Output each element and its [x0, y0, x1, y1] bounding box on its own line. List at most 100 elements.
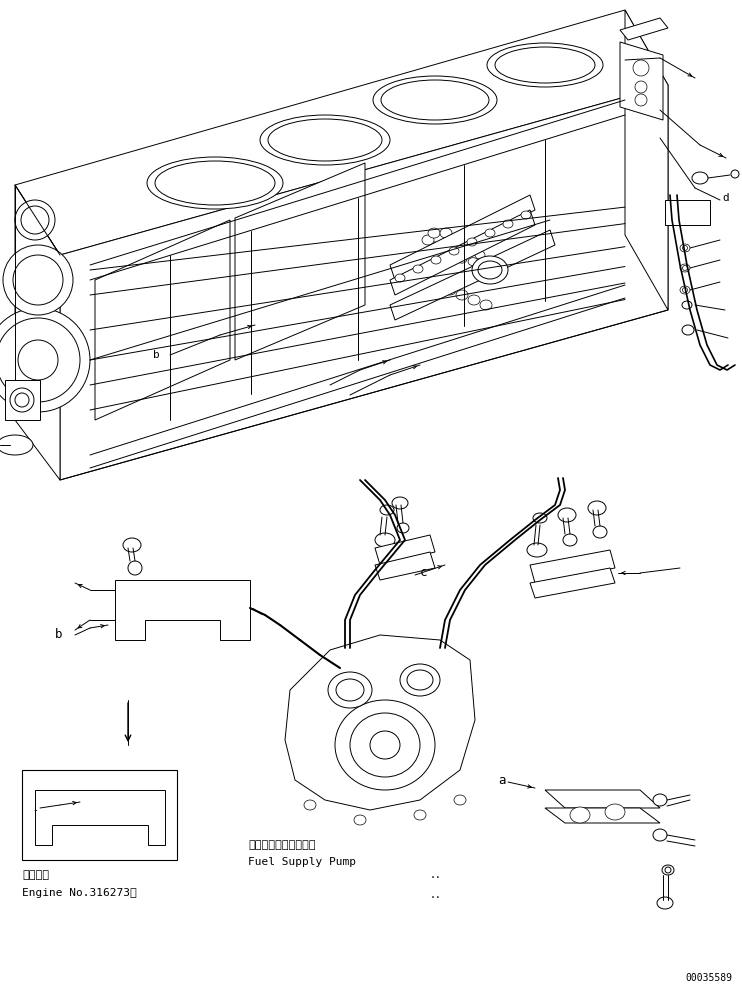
Ellipse shape — [682, 301, 692, 309]
Ellipse shape — [0, 318, 80, 402]
Ellipse shape — [467, 238, 477, 246]
Polygon shape — [530, 568, 615, 598]
Ellipse shape — [413, 265, 423, 273]
Ellipse shape — [731, 170, 739, 178]
Ellipse shape — [431, 256, 441, 264]
Ellipse shape — [268, 119, 382, 161]
Ellipse shape — [428, 228, 440, 238]
Ellipse shape — [3, 245, 73, 315]
Ellipse shape — [123, 538, 141, 552]
Ellipse shape — [653, 794, 667, 806]
Text: フェルサプライボンプ: フェルサプライボンプ — [248, 840, 315, 850]
Polygon shape — [390, 230, 555, 320]
Ellipse shape — [605, 804, 625, 820]
Polygon shape — [390, 195, 535, 280]
Ellipse shape — [454, 795, 466, 805]
Ellipse shape — [472, 256, 508, 284]
Ellipse shape — [680, 264, 690, 272]
Ellipse shape — [446, 235, 458, 245]
Polygon shape — [545, 790, 660, 808]
Ellipse shape — [657, 897, 673, 909]
Polygon shape — [375, 552, 435, 580]
Ellipse shape — [533, 513, 547, 523]
Ellipse shape — [653, 829, 667, 841]
Ellipse shape — [400, 664, 440, 696]
Ellipse shape — [527, 543, 547, 557]
Ellipse shape — [304, 800, 316, 810]
Ellipse shape — [468, 258, 478, 266]
Ellipse shape — [635, 94, 647, 106]
Ellipse shape — [683, 265, 688, 271]
Ellipse shape — [495, 47, 595, 83]
Text: a: a — [498, 773, 505, 786]
Ellipse shape — [147, 157, 283, 209]
Ellipse shape — [336, 679, 364, 701]
Ellipse shape — [0, 435, 33, 455]
Ellipse shape — [588, 501, 606, 515]
Ellipse shape — [350, 713, 420, 777]
Ellipse shape — [468, 295, 480, 305]
Ellipse shape — [503, 220, 513, 228]
Polygon shape — [5, 380, 40, 420]
Polygon shape — [390, 210, 535, 295]
Text: b: b — [55, 628, 62, 642]
Ellipse shape — [414, 810, 426, 820]
Ellipse shape — [370, 731, 400, 759]
Ellipse shape — [155, 161, 275, 205]
Ellipse shape — [335, 700, 435, 790]
Ellipse shape — [381, 80, 489, 120]
Polygon shape — [115, 580, 250, 640]
Ellipse shape — [397, 523, 409, 533]
Ellipse shape — [440, 228, 452, 238]
Bar — [22, 770, 177, 860]
Polygon shape — [545, 808, 660, 823]
Ellipse shape — [21, 206, 49, 234]
Ellipse shape — [665, 867, 671, 873]
Ellipse shape — [635, 81, 647, 93]
Text: ..: .. — [430, 870, 441, 880]
Text: c: c — [420, 566, 427, 579]
Polygon shape — [285, 635, 475, 810]
Ellipse shape — [487, 43, 603, 87]
Ellipse shape — [13, 255, 63, 305]
Polygon shape — [620, 42, 663, 120]
Ellipse shape — [683, 288, 688, 293]
Polygon shape — [665, 200, 710, 225]
Ellipse shape — [373, 76, 497, 124]
Polygon shape — [375, 535, 435, 565]
Ellipse shape — [593, 526, 607, 538]
Text: ..: .. — [430, 890, 441, 900]
Ellipse shape — [18, 340, 58, 380]
Ellipse shape — [680, 286, 690, 294]
Ellipse shape — [0, 308, 90, 412]
Ellipse shape — [440, 242, 452, 252]
Ellipse shape — [328, 672, 372, 708]
Ellipse shape — [478, 261, 502, 279]
Ellipse shape — [633, 60, 649, 76]
Text: Fuel Supply Pump: Fuel Supply Pump — [248, 857, 356, 867]
Polygon shape — [620, 18, 668, 40]
Ellipse shape — [10, 388, 34, 412]
Ellipse shape — [260, 115, 390, 165]
Ellipse shape — [354, 815, 366, 825]
Ellipse shape — [15, 200, 55, 240]
Ellipse shape — [15, 393, 29, 407]
Ellipse shape — [407, 670, 433, 690]
Text: b: b — [154, 350, 160, 360]
Ellipse shape — [480, 300, 492, 310]
Ellipse shape — [457, 255, 467, 263]
Polygon shape — [235, 163, 365, 360]
Ellipse shape — [662, 865, 674, 875]
Ellipse shape — [422, 235, 434, 245]
Ellipse shape — [456, 290, 468, 300]
Ellipse shape — [444, 285, 456, 295]
Polygon shape — [60, 85, 668, 480]
Ellipse shape — [475, 251, 485, 259]
Ellipse shape — [570, 807, 590, 823]
Ellipse shape — [468, 244, 478, 252]
Polygon shape — [625, 10, 668, 310]
Ellipse shape — [682, 325, 694, 335]
Ellipse shape — [558, 508, 576, 522]
Polygon shape — [530, 550, 615, 583]
Ellipse shape — [563, 534, 577, 546]
